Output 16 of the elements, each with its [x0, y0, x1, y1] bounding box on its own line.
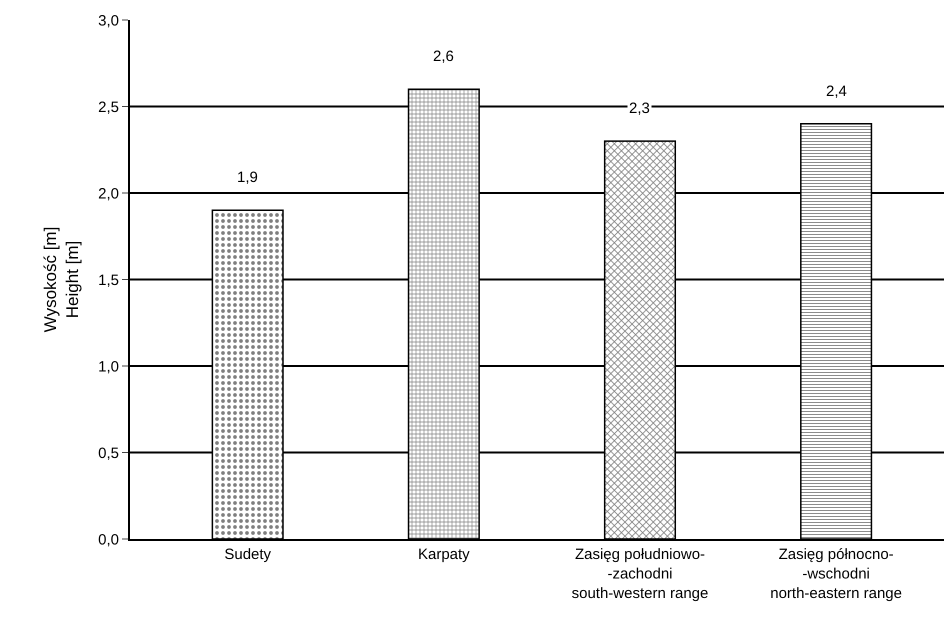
data-label: 2,6: [433, 48, 454, 65]
x-tick-label: Sudety: [224, 546, 272, 563]
data-label: 2,3: [629, 100, 650, 117]
y-tick-label: 2,0: [98, 185, 119, 202]
data-label: 1,9: [237, 169, 258, 186]
x-tick-label: Zasięg północno- -wschodni north-eastern range: [770, 546, 902, 602]
y-tick-label: 3,0: [98, 12, 119, 30]
y-tick-label: 0,0: [98, 531, 119, 548]
x-tick-label: Zasięg południowo- -zachodni south-western range: [572, 546, 708, 602]
y-tick-label: 0,5: [98, 444, 119, 462]
y-tick-label: 1,5: [98, 272, 119, 289]
y-axis-title: Wysokość [m] Height [m]: [41, 226, 82, 332]
data-label: 2,4: [826, 83, 847, 100]
y-tick-label: 1,0: [98, 358, 119, 376]
x-tick-label: Karpaty: [418, 546, 470, 563]
y-tick-label: 2,5: [98, 98, 119, 116]
